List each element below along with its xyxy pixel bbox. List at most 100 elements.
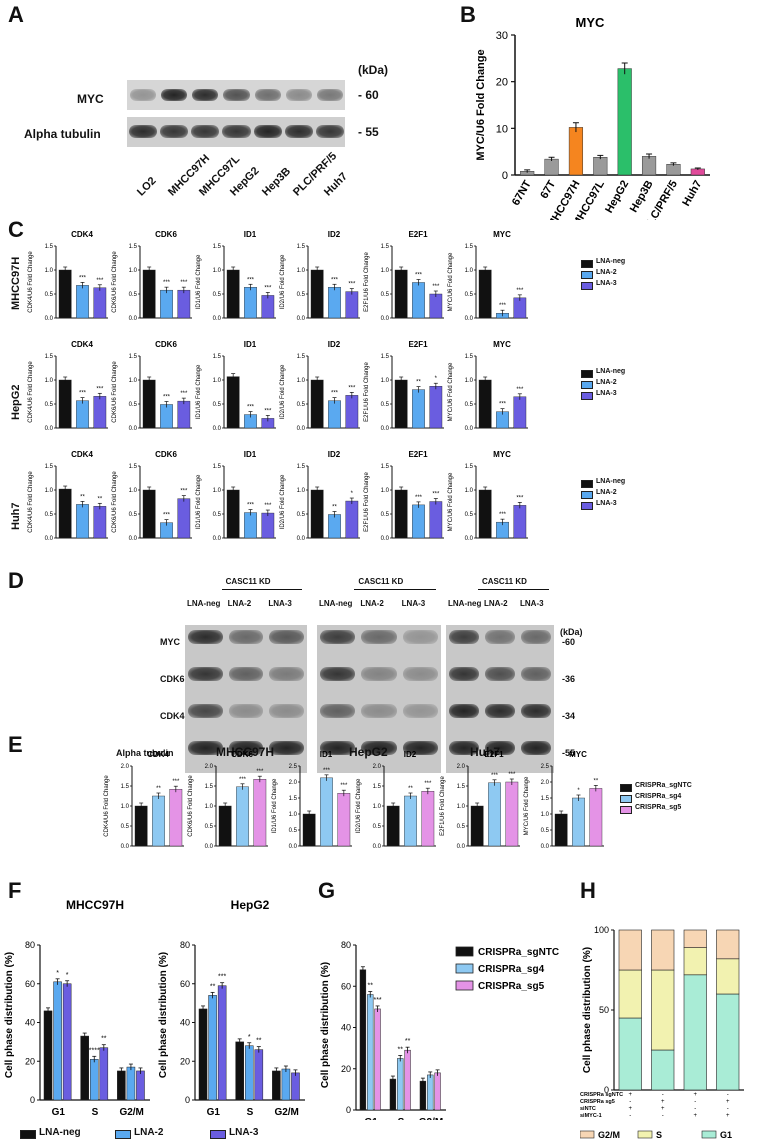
significance-label: ***: [323, 768, 331, 774]
y-tick-label: 40: [341, 1023, 351, 1033]
y-axis-label: E2F1/U6 Fold Change: [440, 775, 446, 835]
blot-band-myc: [285, 89, 312, 101]
y-axis-label: Cell phase distribution (%): [582, 947, 593, 1073]
y-tick-label: 1.5: [121, 784, 130, 790]
significance-label: ***: [415, 272, 423, 278]
y-axis-label: CDK6/U6 Fold Change: [112, 361, 118, 423]
lane-label: LNA-3: [268, 599, 292, 608]
y-tick-label: 1.5: [381, 464, 390, 470]
bar: [142, 489, 156, 539]
y-axis-label: CDK6/U6 Fold Change: [112, 471, 118, 533]
significance-label: ***: [180, 489, 188, 495]
significance-label: **: [593, 778, 598, 784]
bar: [310, 379, 324, 429]
lane-label: Hep3B: [259, 165, 293, 199]
y-tick-label: 1.5: [129, 464, 138, 470]
y-tick-label: 1.5: [129, 244, 138, 250]
legend-swatch: [20, 1130, 36, 1139]
stacked-bar-segment: [716, 958, 740, 995]
blot-row-label: Alpha tubulin: [116, 748, 174, 758]
bar: [117, 1070, 126, 1101]
panel-label-d: D: [8, 568, 24, 593]
bar: [169, 789, 183, 847]
x-tick-label: G2/M: [419, 1117, 443, 1120]
y-axis-label: E2F1/U6 Fold Change: [364, 361, 370, 421]
blot-band: [402, 704, 438, 718]
row-title: MHCC97H: [10, 256, 22, 310]
blot-band: [361, 741, 397, 755]
chart-title: CDK6: [155, 230, 177, 239]
blot-band: [269, 741, 304, 755]
row-title: Huh7: [10, 502, 22, 531]
y-tick-label: 0.5: [213, 402, 222, 408]
blot-band-myc: [130, 89, 157, 101]
y-tick-label: 1.5: [213, 354, 222, 360]
x-tick-label: 67NT: [510, 178, 534, 208]
bar: [236, 786, 249, 847]
y-tick-label: 1.5: [381, 354, 390, 360]
y-tick-label: 0.5: [213, 512, 222, 518]
y-tick-label: 1.5: [465, 464, 474, 470]
blot-band: [188, 667, 223, 681]
y-tick-label: 60: [341, 981, 351, 991]
y-tick-label: 50: [599, 1005, 609, 1015]
kda-unit: (kDa): [358, 63, 389, 77]
y-tick-label: 0.5: [129, 402, 138, 408]
chart-title: ID1: [244, 340, 257, 349]
bar: [235, 1041, 244, 1101]
bar: [641, 156, 657, 176]
y-tick-label: 1.0: [129, 268, 138, 274]
y-tick-label: 0.5: [121, 824, 130, 830]
bar: [58, 269, 72, 319]
stacked-bar-segment: [651, 929, 675, 971]
blot-row-label: CDK4: [160, 711, 185, 721]
bar: [177, 498, 191, 539]
significance-label: ***: [499, 303, 507, 309]
significance-label: ***: [79, 275, 87, 281]
legend-item: LNA-3: [229, 1127, 259, 1138]
stacked-bar-segment: [683, 947, 707, 976]
x-tick-label: Huh7: [680, 179, 704, 209]
bar: [421, 791, 435, 847]
blot-band: [269, 630, 304, 644]
y-tick-label: 1.0: [45, 488, 54, 494]
mini-chart: E2F1 0.0 0.5 1.0 1.5 E2F1/U6 Fold Change *** **…: [364, 230, 444, 322]
bar: [328, 400, 341, 429]
blot-panel: [185, 625, 307, 773]
stacked-bar-segment: [651, 1049, 675, 1091]
significance-label: ***: [180, 391, 188, 397]
y-tick-label: 2.0: [289, 780, 298, 786]
kda-myc: - 60: [358, 88, 379, 102]
mini-chart: CDK6 0.0 0.5 1.0 1.5 CDK6/U6 Fold Change *** **…: [112, 340, 192, 432]
chart-title: CDK6: [155, 450, 177, 459]
x-tick-label: G1: [52, 1107, 66, 1118]
legend-swatch: [637, 1130, 653, 1139]
y-axis-label: CDK4/U6 Fold Change: [28, 471, 34, 533]
bar: [404, 1049, 411, 1111]
blot-band-tubulin: [253, 125, 282, 138]
y-tick-label: 0.5: [45, 402, 54, 408]
chart-title: MYC: [493, 340, 511, 349]
bar: [478, 269, 492, 319]
chart-f: Cell phase distribution (%) Cell phase di…: [4, 898, 305, 1118]
legend-swatch: [581, 502, 593, 510]
legend-swatch: [210, 1130, 226, 1139]
stacked-bar-segment: [683, 974, 707, 1091]
condition-sign: -: [694, 1106, 696, 1112]
significance-label: ***: [247, 405, 255, 411]
chart-title: ID1: [320, 750, 333, 759]
y-axis-label: ID2/U6 Fold Change: [280, 254, 286, 309]
legend-item: CRISPRa_sgNTC: [635, 782, 692, 789]
legend-item: LNA-neg: [596, 478, 626, 485]
y-tick-label: 0.0: [129, 536, 138, 542]
bar: [404, 795, 417, 847]
y-tick-label: 0: [604, 1085, 609, 1095]
blot-band-myc: [223, 89, 250, 101]
bar: [419, 1080, 427, 1111]
mini-chart: CDK4 0.0 0.5 1.0 1.5 CDK4/U6 Fold Change ** **: [28, 450, 108, 542]
y-axis-label: MYC/U6 Fold Change: [448, 252, 454, 311]
significance-label: ***: [247, 277, 255, 283]
bar: [136, 1070, 145, 1101]
blot-band-tubulin: [191, 125, 220, 138]
y-tick-label: 0: [30, 1095, 35, 1105]
